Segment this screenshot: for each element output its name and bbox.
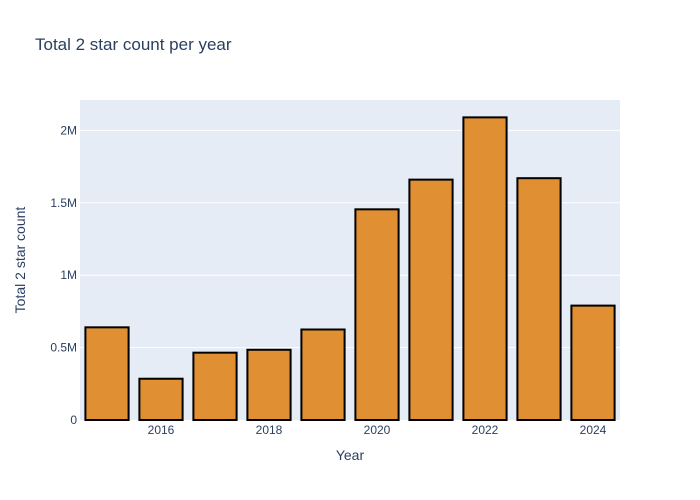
x-tick-label: 2022 [472, 423, 499, 437]
chart-title: Total 2 star count per year [35, 35, 232, 54]
x-axis-ticks: 2016 2018 2020 2022 2024 [148, 423, 607, 437]
bar-2023 [516, 177, 562, 421]
bars [84, 116, 616, 422]
y-tick-label: 0.5M [50, 341, 77, 355]
x-axis-title: Year [336, 447, 365, 463]
x-tick-label: 2018 [256, 423, 283, 437]
y-axis-ticks: 0 0.5M 1M 1.5M 2M [50, 123, 77, 427]
bar-2017 [192, 351, 238, 421]
y-axis-title: Total 2 star count [12, 207, 28, 314]
bar-2018 [246, 348, 292, 421]
y-tick-label: 0 [70, 413, 77, 427]
bar-2016 [138, 377, 184, 421]
x-tick-label: 2016 [148, 423, 175, 437]
x-tick-label: 2024 [580, 423, 607, 437]
bar-2022 [462, 116, 508, 421]
x-tick-label: 2020 [364, 423, 391, 437]
bar-2015 [84, 326, 130, 422]
bar-2020 [354, 208, 400, 421]
y-tick-label: 1.5M [50, 196, 77, 210]
bar-2021 [408, 178, 454, 421]
y-tick-label: 2M [60, 123, 77, 137]
y-tick-label: 1M [60, 268, 77, 282]
bar-2019 [300, 328, 346, 421]
bar-2024 [570, 304, 616, 422]
